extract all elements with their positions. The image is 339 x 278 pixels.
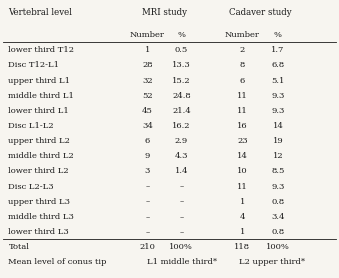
Text: 52: 52 xyxy=(142,92,153,100)
Text: 1: 1 xyxy=(145,46,150,54)
Text: 15.2: 15.2 xyxy=(172,76,191,85)
Text: 14: 14 xyxy=(273,122,283,130)
Text: 2.9: 2.9 xyxy=(175,137,188,145)
Text: 1: 1 xyxy=(240,228,245,236)
Text: 4.3: 4.3 xyxy=(175,152,188,160)
Text: upper third L3: upper third L3 xyxy=(8,198,71,206)
Text: 11: 11 xyxy=(237,92,248,100)
Text: 6: 6 xyxy=(145,137,150,145)
Text: –: – xyxy=(179,198,183,206)
Text: 9.3: 9.3 xyxy=(271,92,285,100)
Text: %: % xyxy=(274,31,282,39)
Text: MRI study: MRI study xyxy=(142,8,187,17)
Text: Disc L1-L2: Disc L1-L2 xyxy=(8,122,54,130)
Text: middle third L2: middle third L2 xyxy=(8,152,74,160)
Text: Number: Number xyxy=(130,31,165,39)
Text: 1.7: 1.7 xyxy=(271,46,285,54)
Text: 11: 11 xyxy=(237,107,248,115)
Text: 19: 19 xyxy=(273,137,283,145)
Text: Disc T12-L1: Disc T12-L1 xyxy=(8,61,59,70)
Text: 9.3: 9.3 xyxy=(271,107,285,115)
Text: Number: Number xyxy=(225,31,260,39)
Text: 2: 2 xyxy=(240,46,245,54)
Text: Vertebral level: Vertebral level xyxy=(8,8,73,17)
Text: lower third L2: lower third L2 xyxy=(8,167,69,175)
Text: upper third L2: upper third L2 xyxy=(8,137,71,145)
Text: L2 upper third*: L2 upper third* xyxy=(239,258,305,266)
Text: 28: 28 xyxy=(142,61,153,70)
Text: 6: 6 xyxy=(240,76,245,85)
Text: middle third L1: middle third L1 xyxy=(8,92,74,100)
Text: 3.4: 3.4 xyxy=(271,213,285,221)
Text: 1: 1 xyxy=(240,198,245,206)
Text: 0.5: 0.5 xyxy=(175,46,188,54)
Text: 16: 16 xyxy=(237,122,248,130)
Text: 13.3: 13.3 xyxy=(172,61,191,70)
Text: –: – xyxy=(145,183,149,191)
Text: 12: 12 xyxy=(273,152,283,160)
Text: lower third L3: lower third L3 xyxy=(8,228,69,236)
Text: –: – xyxy=(145,228,149,236)
Text: Disc L2-L3: Disc L2-L3 xyxy=(8,183,54,191)
Text: %: % xyxy=(177,31,185,39)
Text: middle third L3: middle third L3 xyxy=(8,213,74,221)
Text: –: – xyxy=(179,213,183,221)
Text: 8: 8 xyxy=(240,61,245,70)
Text: Mean level of conus tip: Mean level of conus tip xyxy=(8,258,107,266)
Text: 23: 23 xyxy=(237,137,248,145)
Text: 0.8: 0.8 xyxy=(271,198,285,206)
Text: 6.8: 6.8 xyxy=(271,61,285,70)
Text: 118: 118 xyxy=(234,243,251,251)
Text: 24.8: 24.8 xyxy=(172,92,191,100)
Text: 8.5: 8.5 xyxy=(271,167,285,175)
Text: lower third L1: lower third L1 xyxy=(8,107,69,115)
Text: 10: 10 xyxy=(237,167,248,175)
Text: –: – xyxy=(179,228,183,236)
Text: 100%: 100% xyxy=(266,243,290,251)
Text: Total: Total xyxy=(8,243,29,251)
Text: 100%: 100% xyxy=(170,243,193,251)
Text: –: – xyxy=(145,198,149,206)
Text: 9: 9 xyxy=(145,152,150,160)
Text: –: – xyxy=(145,213,149,221)
Text: 45: 45 xyxy=(142,107,153,115)
Text: 0.8: 0.8 xyxy=(271,228,285,236)
Text: 21.4: 21.4 xyxy=(172,107,191,115)
Text: Cadaver study: Cadaver study xyxy=(229,8,292,17)
Text: 34: 34 xyxy=(142,122,153,130)
Text: 32: 32 xyxy=(142,76,153,85)
Text: 4: 4 xyxy=(240,213,245,221)
Text: 210: 210 xyxy=(140,243,155,251)
Text: lower third T12: lower third T12 xyxy=(8,46,75,54)
Text: 5.1: 5.1 xyxy=(271,76,285,85)
Text: 16.2: 16.2 xyxy=(172,122,191,130)
Text: 1.4: 1.4 xyxy=(175,167,188,175)
Text: 3: 3 xyxy=(145,167,150,175)
Text: upper third L1: upper third L1 xyxy=(8,76,71,85)
Text: 9.3: 9.3 xyxy=(271,183,285,191)
Text: 11: 11 xyxy=(237,183,248,191)
Text: L1 middle third*: L1 middle third* xyxy=(147,258,218,266)
Text: 14: 14 xyxy=(237,152,248,160)
Text: –: – xyxy=(179,183,183,191)
